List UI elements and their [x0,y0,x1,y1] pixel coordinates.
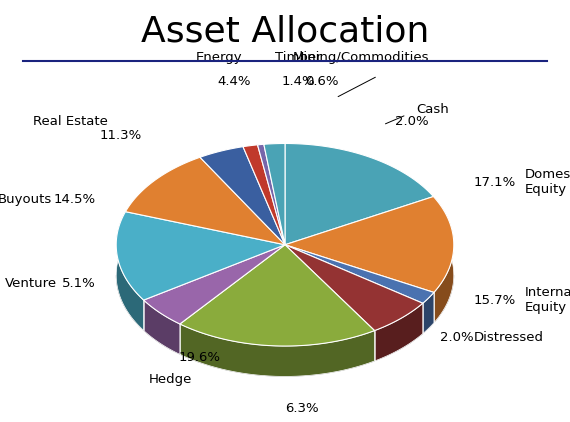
PathPatch shape [285,143,433,245]
Text: Real Estate: Real Estate [33,115,108,128]
Text: Venture: Venture [5,277,57,290]
Text: 17.1%: 17.1% [474,176,516,189]
Polygon shape [116,212,144,330]
PathPatch shape [144,245,285,324]
Text: 0.6%: 0.6% [306,75,339,88]
Polygon shape [374,303,423,361]
Text: 2.0%: 2.0% [394,115,428,128]
Polygon shape [180,324,374,376]
Text: Mining/Commodities: Mining/Commodities [293,51,429,64]
PathPatch shape [258,144,285,245]
PathPatch shape [180,245,374,346]
Polygon shape [423,292,434,334]
Polygon shape [144,300,180,354]
Text: 6.3%: 6.3% [285,402,319,415]
PathPatch shape [125,157,285,245]
Text: 14.5%: 14.5% [54,193,96,206]
PathPatch shape [116,212,285,300]
Text: 1.4%: 1.4% [282,75,315,88]
PathPatch shape [285,245,423,330]
Text: International
Equity: International Equity [525,287,570,314]
PathPatch shape [264,143,285,245]
Text: 11.3%: 11.3% [99,129,141,141]
Text: Domestic
Equity: Domestic Equity [525,168,570,196]
Polygon shape [433,197,454,323]
Text: 19.6%: 19.6% [179,352,221,364]
PathPatch shape [200,147,285,245]
Text: 4.4%: 4.4% [218,75,251,88]
Text: Distressed: Distressed [474,331,544,344]
Text: Hedge: Hedge [149,373,192,386]
PathPatch shape [285,245,434,303]
PathPatch shape [285,197,454,292]
Text: Energy: Energy [196,51,243,64]
Text: Asset Allocation: Asset Allocation [141,15,429,49]
Text: Timber: Timber [275,51,322,64]
Text: 2.0%: 2.0% [440,331,474,344]
PathPatch shape [243,145,285,245]
Text: Buyouts: Buyouts [0,193,52,206]
Text: 5.1%: 5.1% [62,277,96,290]
Text: Cash: Cash [417,103,449,116]
Text: 15.7%: 15.7% [474,294,516,307]
